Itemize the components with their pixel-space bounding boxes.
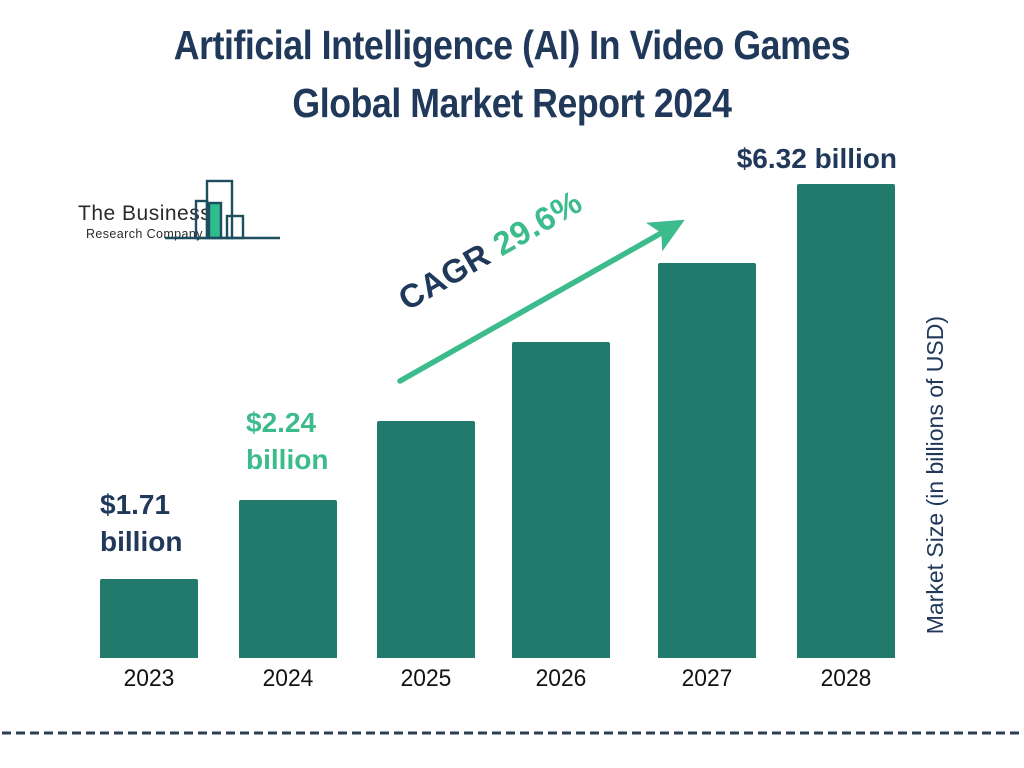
x-tick-2023: 2023 xyxy=(123,665,175,692)
value-label-2024: $2.24 billion xyxy=(246,404,328,478)
company-logo: The Business Research Company xyxy=(70,178,290,248)
y-axis-title: Market Size (in billions of USD) xyxy=(916,290,954,660)
bar-2028 xyxy=(797,184,895,658)
cagr-label: CAGR xyxy=(392,235,497,318)
value-label-2028: $6.32 billion xyxy=(737,140,897,177)
bar-2026 xyxy=(512,342,610,658)
value-label-2023: $1.71 billion xyxy=(100,486,182,560)
x-tick-2027: 2027 xyxy=(681,665,733,692)
x-tick-2024: 2024 xyxy=(262,665,314,692)
value-label-2024-unit: billion xyxy=(246,444,329,475)
logo-name-line1: The Business xyxy=(78,202,212,225)
bar-2025 xyxy=(377,421,475,658)
bar-2024 xyxy=(239,500,337,658)
value-label-2023-unit: billion xyxy=(100,526,183,557)
x-tick-2028: 2028 xyxy=(820,665,872,692)
bar-2027 xyxy=(658,263,756,658)
bar-2023 xyxy=(100,579,198,658)
value-label-2024-amount: $2.24 xyxy=(246,407,317,438)
y-axis-title-text: Market Size (in billions of USD) xyxy=(921,315,948,635)
page-title-line2: Global Market Report 2024 xyxy=(292,80,732,126)
x-tick-2026: 2026 xyxy=(535,665,587,692)
cagr-annotation: CAGR29.6% xyxy=(392,183,590,320)
logo-bar-chart-icon xyxy=(165,179,280,240)
x-tick-2025: 2025 xyxy=(400,665,452,692)
page-title-line1: Artificial Intelligence (AI) In Video Ga… xyxy=(173,22,851,68)
value-label-2028-amount: $6.32 billion xyxy=(736,143,897,174)
value-label-2023-amount: $1.71 xyxy=(100,489,171,520)
cagr-value: 29.6% xyxy=(486,182,589,263)
